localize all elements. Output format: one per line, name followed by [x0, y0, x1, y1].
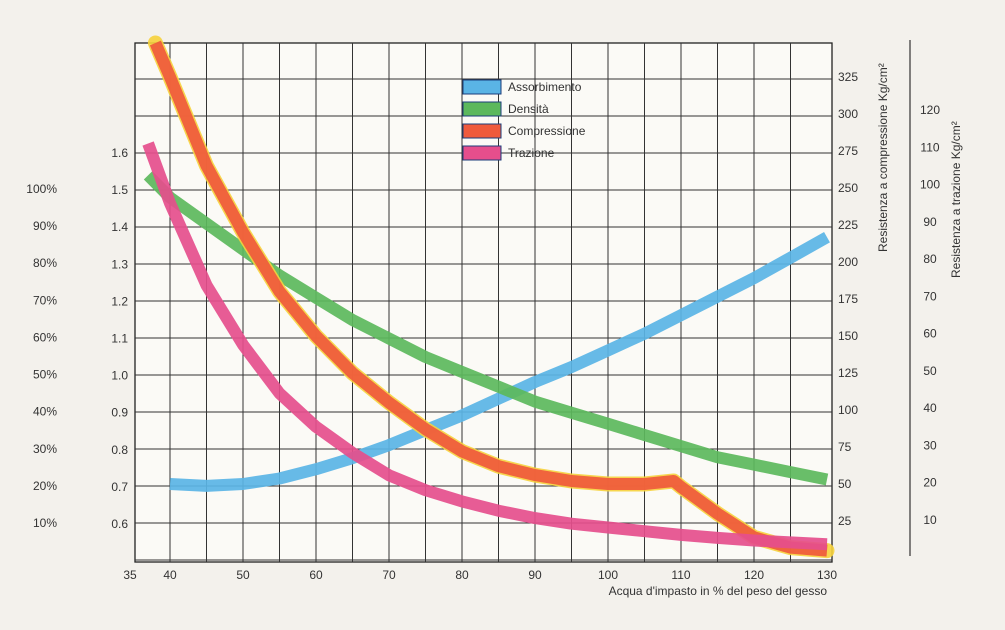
compressione-tick-label: 100	[838, 403, 858, 417]
percent-tick-label: 100%	[26, 182, 57, 196]
legend-swatch-densit	[462, 101, 502, 117]
compressione-tick-label: 200	[838, 255, 858, 269]
trazione-tick-label: 90	[923, 215, 937, 229]
percent-tick-label: 10%	[33, 516, 57, 530]
axes: 35 40 50 60 70 80 90 100 110 120 130 10% 20% 30% 40% 50…	[26, 40, 940, 582]
compressione-tick-label: 300	[838, 107, 858, 121]
trazione-tick-label: 80	[923, 252, 937, 266]
x-tick-label: 130	[817, 568, 837, 582]
densita-tick-label: 1.6	[111, 146, 128, 160]
compressione-axis-title: Resistenza a compressione Kg/cm²	[876, 63, 890, 252]
trazione-axis-title: Resistenza a trazione Kg/cm²	[949, 121, 963, 278]
densita-tick-label: 1.5	[111, 183, 128, 197]
compressione-tick-label: 175	[838, 292, 858, 306]
compressione-tick-label: 50	[838, 477, 852, 491]
trazione-tick-label: 50	[923, 364, 937, 378]
densita-tick-label: 0.6	[111, 517, 128, 531]
trazione-tick-label: 70	[923, 289, 937, 303]
percent-tick-label: 80%	[33, 256, 57, 270]
x-axis-title: Acqua d'impasto in % del peso del gesso	[609, 584, 828, 598]
trazione-tick-label: 20	[923, 476, 937, 490]
legend-swatch-compressione	[462, 123, 502, 139]
legend-label: Assorbimento	[508, 80, 582, 94]
trazione-tick-label: 40	[923, 401, 937, 415]
trazione-tick-label: 10	[923, 513, 937, 527]
x-tick-label: 70	[382, 568, 396, 582]
legend-swatch-assorbimento	[462, 79, 502, 95]
series-line-assorbimento	[169, 231, 830, 492]
percent-tick-label: 90%	[33, 219, 57, 233]
compressione-tick-label: 25	[838, 514, 852, 528]
compressione-tick-label: 75	[838, 440, 852, 454]
x-tick-label: 100	[598, 568, 618, 582]
trazione-tick-label: 110	[920, 140, 939, 154]
x-tick-label: 90	[528, 568, 542, 582]
trazione-tick-label: 60	[923, 327, 937, 341]
densita-tick-label: 1.3	[111, 257, 128, 271]
x-tick-label: 60	[309, 568, 323, 582]
compressione-tick-label: 125	[838, 366, 858, 380]
percent-tick-label: 40%	[33, 405, 57, 419]
legend: Assorbimento Densità Compressione Trazione	[462, 79, 586, 161]
densita-tick-label: 1.0	[111, 369, 128, 383]
compressione-tick-label: 150	[838, 329, 858, 343]
compressione-tick-label: 325	[838, 70, 858, 84]
percent-tick-label: 30%	[33, 442, 57, 456]
percent-tick-label: 50%	[33, 368, 57, 382]
legend-swatch-trazione	[462, 145, 502, 161]
legend-label: Trazione	[508, 146, 555, 160]
x-tick-label: 120	[744, 568, 764, 582]
trazione-tick-label: 100	[920, 178, 940, 192]
densita-tick-label: 0.9	[111, 406, 128, 420]
series-layer	[142, 35, 835, 559]
compressione-tick-label: 225	[838, 218, 858, 232]
x-tick-label: 50	[236, 568, 250, 582]
trazione-tick-label: 30	[923, 438, 937, 452]
densita-tick-label: 0.8	[111, 443, 128, 457]
series-line-trazione	[142, 141, 828, 551]
densita-tick-label: 1.4	[111, 220, 128, 234]
percent-tick-label: 60%	[33, 330, 57, 344]
x-tick-label: 110	[671, 568, 690, 582]
percent-tick-label: 20%	[33, 479, 57, 493]
compressione-tick-label: 250	[838, 181, 858, 195]
x-tick-label: 40	[163, 568, 177, 582]
densita-tick-label: 1.2	[111, 294, 128, 308]
trazione-tick-label: 120	[920, 103, 940, 117]
series-line-compressione	[149, 40, 828, 557]
densita-tick-label: 0.7	[111, 480, 128, 494]
legend-label: Densità	[508, 102, 549, 116]
densita-tick-label: 1.1	[111, 332, 128, 346]
legend-label: Compressione	[508, 124, 586, 138]
percent-tick-label: 70%	[33, 293, 57, 307]
x-tick-label: 35	[123, 568, 137, 582]
x-tick-label: 80	[455, 568, 469, 582]
compressione-tick-label: 275	[838, 144, 858, 158]
